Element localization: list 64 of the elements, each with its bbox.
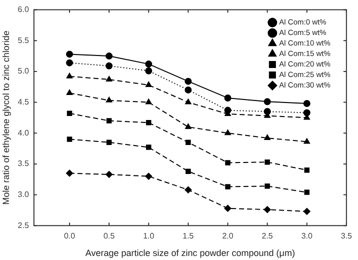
point — [145, 67, 152, 74]
point — [186, 168, 191, 174]
point — [303, 208, 310, 215]
point — [264, 108, 271, 116]
point — [66, 50, 74, 58]
y-tick-label: 5.5 — [18, 36, 30, 45]
y-tick-label: 5.0 — [18, 66, 30, 76]
point — [146, 82, 152, 88]
x-axis-title: Average particle size of zinc powder compound (μm) — [85, 248, 295, 258]
x-tick-label: 2.0 — [222, 232, 234, 241]
x-tick-label: 1.0 — [143, 232, 155, 241]
point — [106, 140, 112, 145]
point — [303, 100, 310, 108]
point — [66, 90, 73, 96]
point — [224, 130, 231, 136]
point — [146, 144, 152, 150]
y-tick-label: 3.0 — [18, 190, 30, 199]
point — [146, 120, 152, 126]
point — [145, 60, 152, 68]
point — [304, 167, 310, 173]
point — [145, 172, 152, 180]
point — [264, 159, 270, 165]
y-tick-label: 4.5 — [18, 97, 30, 106]
point — [106, 96, 112, 102]
x-tick-label: 1.5 — [182, 232, 194, 241]
point — [146, 98, 152, 104]
point — [184, 78, 192, 85]
y-tick-label: 4.0 — [18, 128, 30, 138]
point — [185, 98, 192, 104]
point — [303, 109, 310, 116]
point — [66, 136, 72, 142]
point — [224, 106, 232, 114]
y-axis-title: Mole ratio of ethylene glycol to zinc chloride — [0, 30, 11, 205]
x-tick-label: 0.0 — [64, 232, 76, 241]
point — [304, 138, 310, 144]
point — [184, 186, 192, 194]
point — [184, 86, 192, 94]
point — [66, 110, 72, 116]
point — [225, 184, 230, 190]
point — [264, 98, 271, 106]
point — [66, 170, 74, 177]
point — [186, 140, 191, 145]
y-tick-label: 6.0 — [18, 5, 30, 14]
point — [106, 62, 113, 70]
point — [304, 190, 310, 195]
x-tick-label: 2.5 — [262, 232, 274, 241]
x-tick-label: 3.5 — [340, 232, 353, 241]
point — [106, 52, 113, 60]
point — [225, 160, 230, 166]
point — [264, 184, 270, 189]
point — [264, 206, 271, 214]
point — [106, 118, 112, 124]
point — [185, 123, 192, 129]
point — [106, 76, 112, 82]
point — [224, 204, 232, 212]
y-tick-label: 3.5 — [18, 159, 30, 168]
point — [106, 170, 113, 178]
x-tick-label: 0.5 — [104, 232, 116, 241]
x-tick-label: 3.0 — [301, 232, 313, 241]
point — [224, 94, 232, 102]
point — [66, 59, 74, 66]
y-tick-label: 2.5 — [18, 220, 30, 230]
point — [66, 72, 73, 78]
point — [264, 134, 270, 140]
